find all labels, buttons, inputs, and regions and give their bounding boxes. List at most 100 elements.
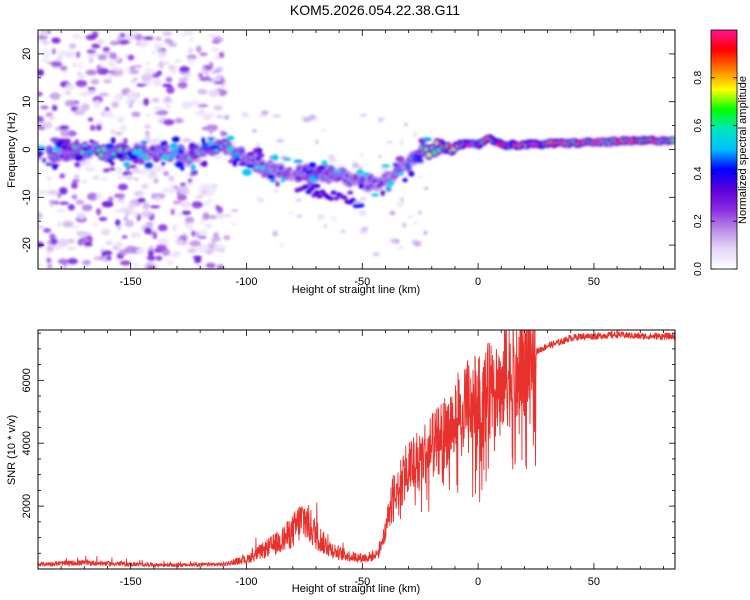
noise-blob <box>165 76 173 83</box>
noise-blob <box>93 100 102 109</box>
noise-blob <box>125 98 131 106</box>
noise-blob <box>77 71 83 76</box>
noise-blob <box>106 255 112 261</box>
ridge-blob <box>45 162 53 166</box>
ridge-blob <box>81 146 88 151</box>
noise-blob <box>242 112 249 119</box>
ridge-peak <box>528 143 538 146</box>
x-tick-label: -100 <box>235 576 257 588</box>
noise-blob <box>413 240 422 247</box>
ridge-blob <box>415 152 423 156</box>
noise-blob <box>418 210 422 215</box>
ridge-core <box>426 152 432 158</box>
noise-blob <box>151 97 160 103</box>
noise-blob <box>124 67 130 72</box>
noise-blob <box>78 61 83 70</box>
noise-blob <box>359 113 367 117</box>
noise-blob <box>95 124 102 131</box>
ridge-blob <box>109 155 118 159</box>
noise-blob <box>230 223 238 226</box>
noise-blob <box>136 83 147 87</box>
y-tick-label: 2000 <box>21 494 33 518</box>
ridge-core <box>140 146 146 151</box>
secondary-ridge-blob <box>319 189 326 195</box>
noise-blob <box>199 76 210 82</box>
noise-blob <box>187 178 193 183</box>
noise-blob <box>132 64 143 68</box>
noise-blob <box>184 216 195 224</box>
noise-blob <box>188 37 195 43</box>
noise-blob <box>404 122 408 126</box>
ridge-blob <box>105 143 115 149</box>
noise-blob <box>129 69 140 75</box>
ridge-blob <box>208 139 214 146</box>
noise-blob <box>396 238 400 245</box>
noise-blob <box>197 235 207 239</box>
noise-blob <box>197 104 209 108</box>
noise-blob <box>73 174 80 180</box>
x-tick-label: 0 <box>475 576 481 588</box>
noise-blob <box>96 191 101 199</box>
noise-blob <box>220 130 225 137</box>
noise-blob <box>162 187 172 194</box>
ridge-blob <box>402 177 408 183</box>
noise-blob <box>87 87 96 91</box>
secondary-ridge-blob <box>330 190 337 195</box>
noise-blob <box>38 190 49 195</box>
noise-blob <box>60 65 68 71</box>
noise-blob <box>114 209 122 213</box>
ridge-peak <box>483 138 489 141</box>
noise-blob <box>91 222 100 227</box>
noise-blob <box>121 235 128 239</box>
noise-blob <box>174 59 183 63</box>
noise-blob <box>210 47 220 52</box>
noise-blob <box>60 129 70 138</box>
noise-blob <box>147 266 154 269</box>
ridge-blob <box>275 181 280 187</box>
noise-blob <box>127 103 134 108</box>
y-tick-label: 0 <box>21 146 33 152</box>
ridge-blob <box>257 153 265 158</box>
ridge-peak <box>495 143 506 146</box>
ridge-blob <box>41 157 46 163</box>
noise-blob <box>58 187 68 195</box>
ridge-peak <box>577 141 583 144</box>
noise-blob <box>75 51 81 59</box>
noise-blob <box>41 57 50 63</box>
ridge-blob <box>121 143 127 151</box>
secondary-ridge-blob <box>327 196 334 201</box>
noise-blob <box>276 138 285 144</box>
ridge-blob <box>57 138 67 142</box>
noise-blob <box>145 132 150 141</box>
noise-blob <box>49 92 61 100</box>
noise-blob <box>75 79 88 88</box>
noise-blob <box>86 49 96 54</box>
noise-blob <box>177 81 188 89</box>
snr-background <box>38 330 675 569</box>
ridge-blob <box>293 159 303 163</box>
noise-blob <box>198 187 203 196</box>
noise-blob <box>181 210 192 216</box>
noise-blob <box>123 217 128 221</box>
noise-blob <box>84 166 96 172</box>
noise-blob <box>119 124 128 132</box>
noise-blob <box>178 77 190 81</box>
ridge-blob <box>353 174 358 181</box>
noise-blob <box>108 167 116 171</box>
noise-blob <box>38 241 45 248</box>
noise-blob <box>217 264 224 269</box>
noise-blob <box>81 179 88 184</box>
noise-blob <box>95 208 102 216</box>
noise-blob <box>98 216 108 221</box>
noise-blob <box>90 124 96 131</box>
noise-blob <box>208 33 216 39</box>
ridge-blob <box>161 161 166 167</box>
ridge-blob <box>155 144 162 150</box>
noise-blob <box>161 31 173 36</box>
secondary-ridge-blob <box>358 203 365 208</box>
noise-blob <box>327 154 336 158</box>
ridge-core <box>670 138 675 142</box>
noise-blob <box>397 246 404 250</box>
noise-blob <box>141 183 149 190</box>
noise-blob <box>423 230 428 235</box>
